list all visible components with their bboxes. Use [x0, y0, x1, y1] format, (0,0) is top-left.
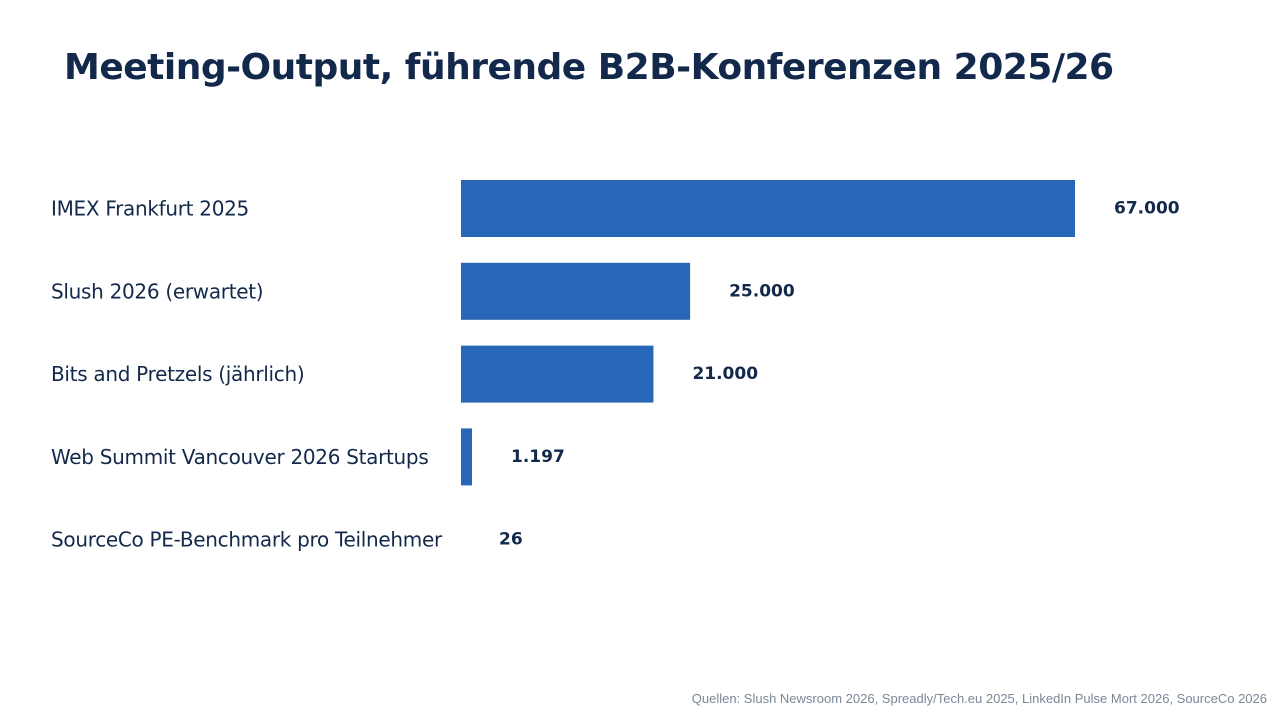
category-label: SourceCo PE-Benchmark pro Teilnehmer [51, 528, 443, 552]
value-label: 1.197 [511, 447, 565, 467]
bar [461, 262, 691, 320]
chart-title: Meeting-Output, führende B2B-Konferenzen… [64, 47, 1114, 88]
value-label: 25.000 [729, 281, 795, 301]
bar [461, 428, 472, 486]
bar [461, 345, 654, 403]
value-label: 21.000 [692, 364, 758, 384]
category-label: Slush 2026 (erwartet) [51, 279, 263, 303]
category-label: Web Summit Vancouver 2026 Startups [51, 445, 428, 469]
category-label: IMEX Frankfurt 2025 [51, 197, 249, 221]
value-label: 67.000 [1114, 199, 1180, 219]
source-note: Quellen: Slush Newsroom 2026, Spreadly/T… [691, 691, 1267, 706]
category-label: Bits and Pretzels (jährlich) [51, 362, 304, 386]
bar [461, 180, 1075, 237]
value-label: 26 [499, 530, 523, 550]
